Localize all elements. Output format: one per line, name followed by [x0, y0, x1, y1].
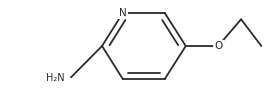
Text: O: O — [214, 41, 222, 51]
Text: N: N — [119, 8, 127, 18]
Text: H₂N: H₂N — [46, 73, 64, 83]
